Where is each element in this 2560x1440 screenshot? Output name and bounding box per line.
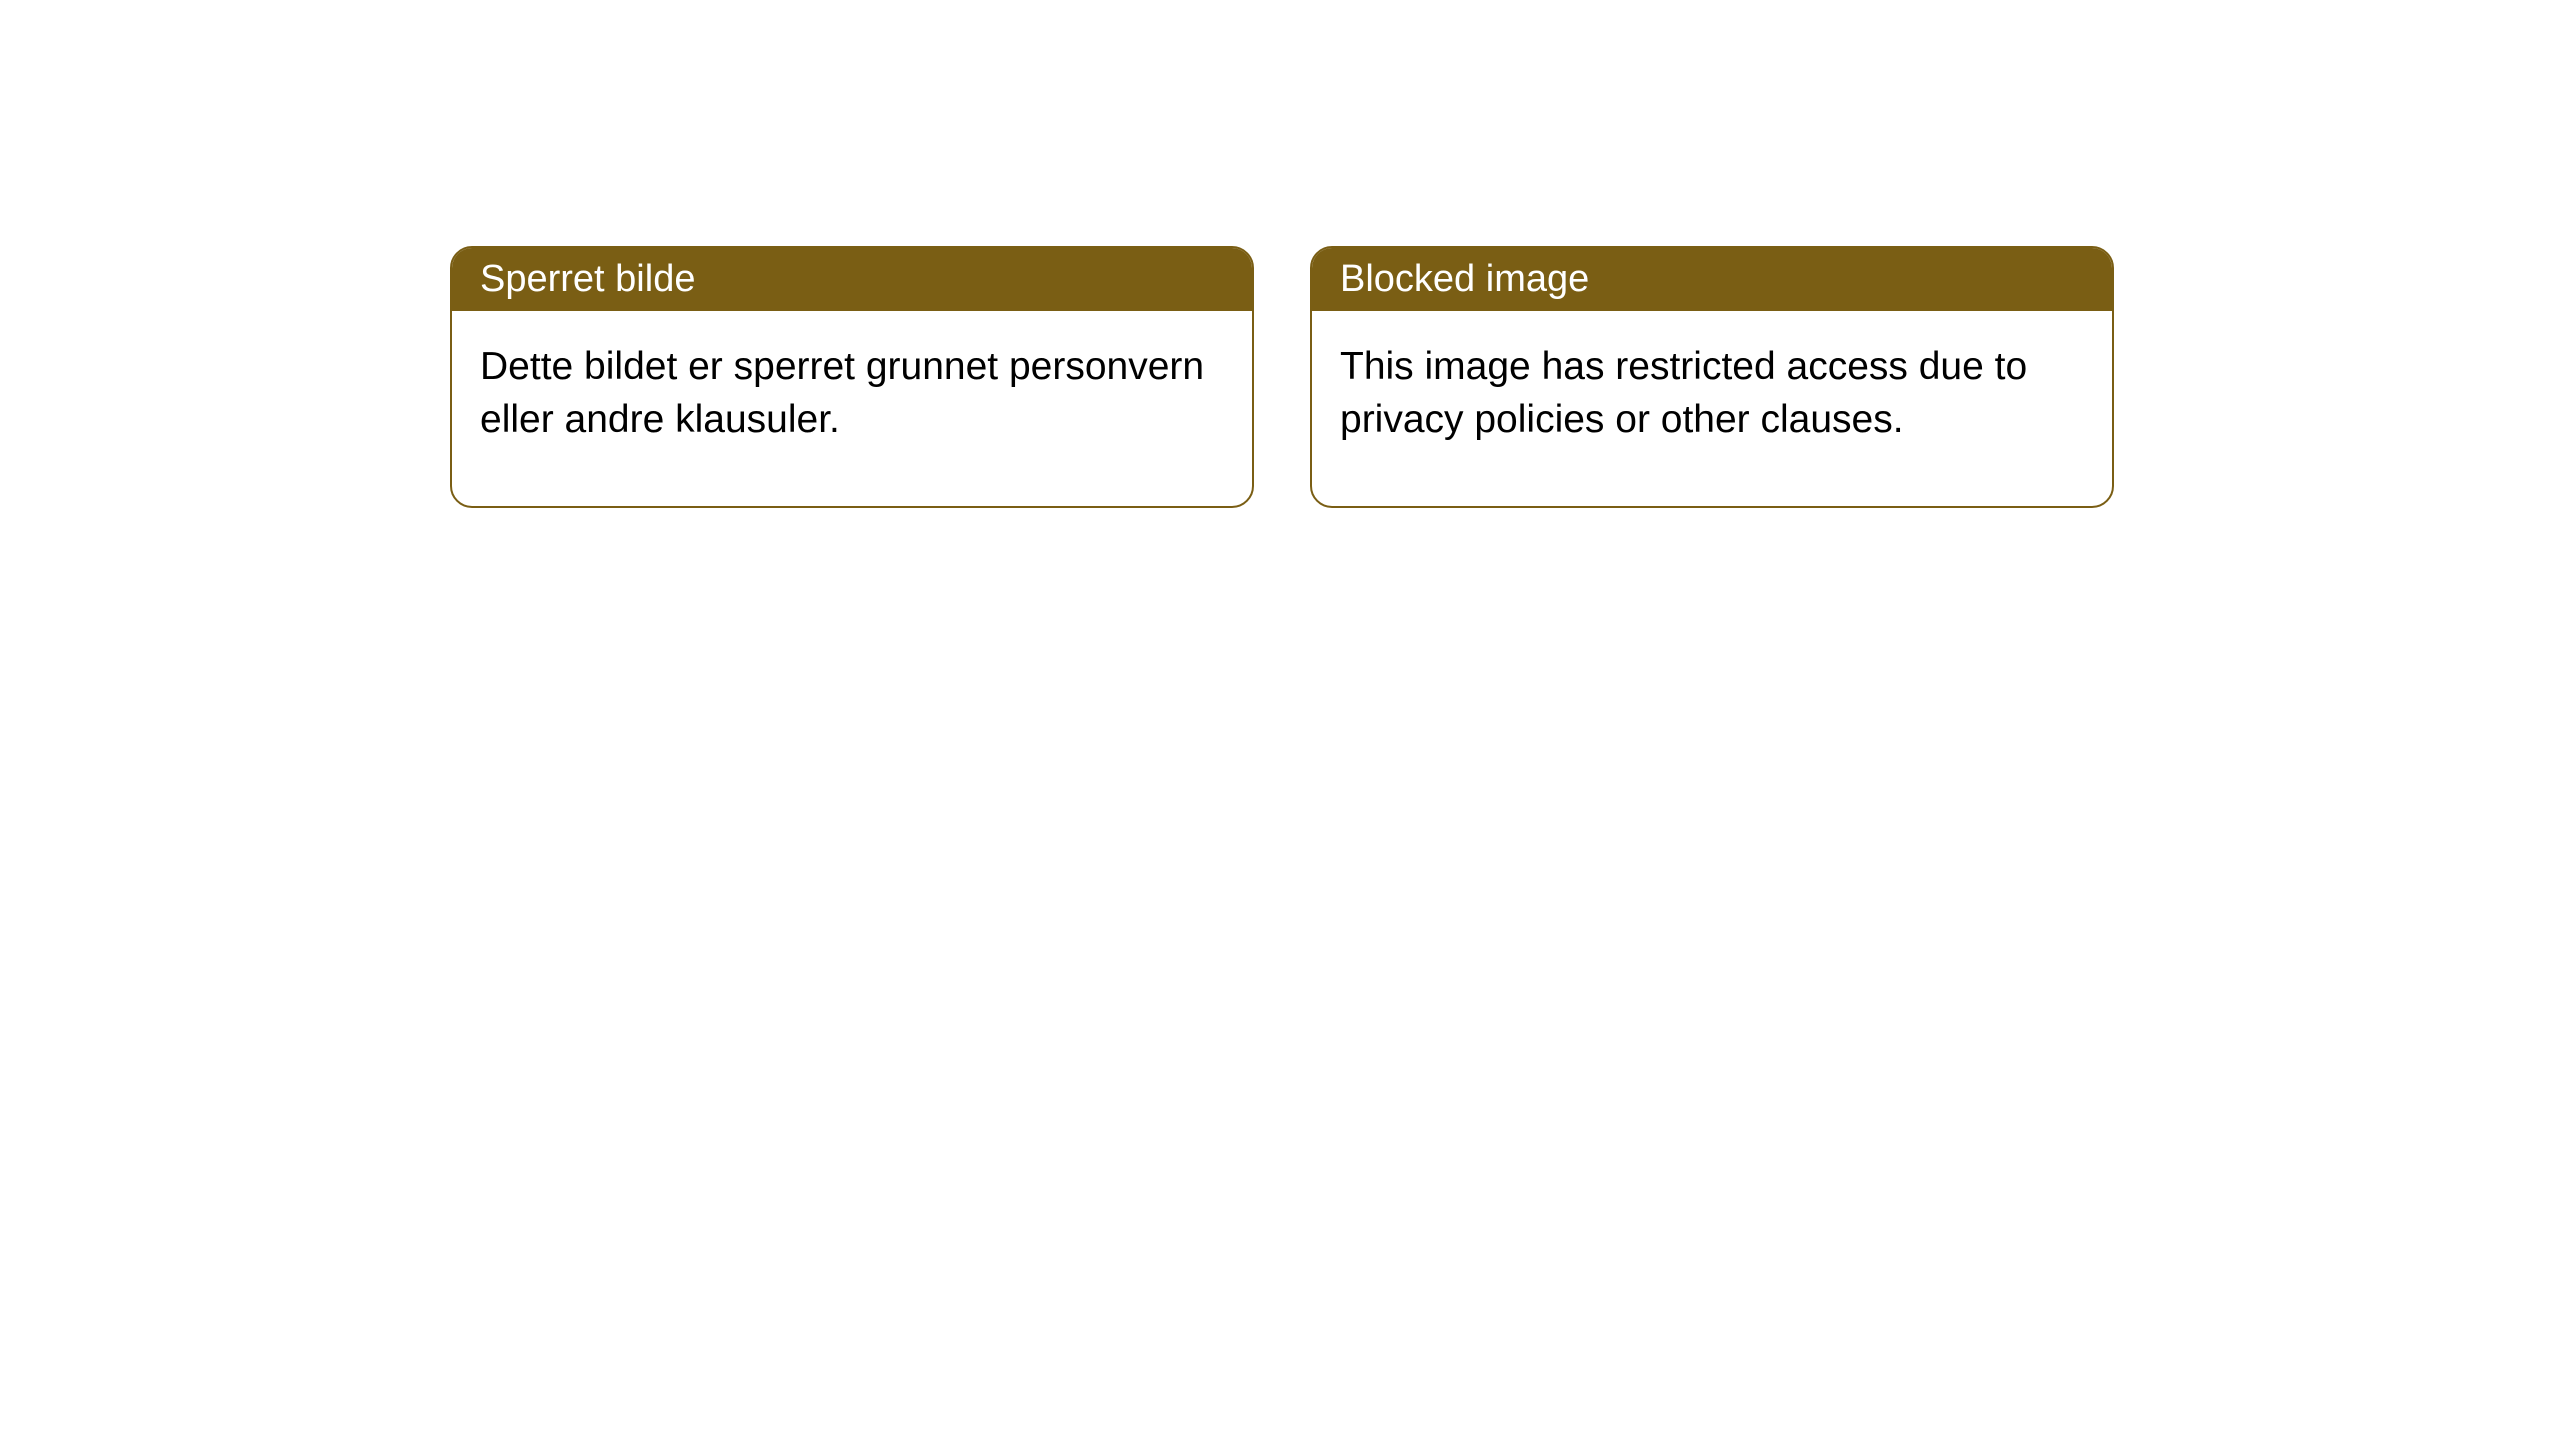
card-container: Sperret bilde Dette bildet er sperret gr… (450, 246, 2114, 508)
notice-title-en: Blocked image (1340, 258, 1589, 300)
notice-card-en: Blocked image This image has restricted … (1310, 246, 2114, 508)
notice-text-no: Dette bildet er sperret grunnet personve… (480, 345, 1204, 441)
notice-header-no: Sperret bilde (452, 248, 1252, 311)
notice-card-no: Sperret bilde Dette bildet er sperret gr… (450, 246, 1254, 508)
notice-header-en: Blocked image (1312, 248, 2112, 311)
notice-body-no: Dette bildet er sperret grunnet personve… (452, 311, 1252, 506)
notice-body-en: This image has restricted access due to … (1312, 311, 2112, 506)
notice-text-en: This image has restricted access due to … (1340, 345, 2027, 441)
notice-title-no: Sperret bilde (480, 258, 695, 300)
